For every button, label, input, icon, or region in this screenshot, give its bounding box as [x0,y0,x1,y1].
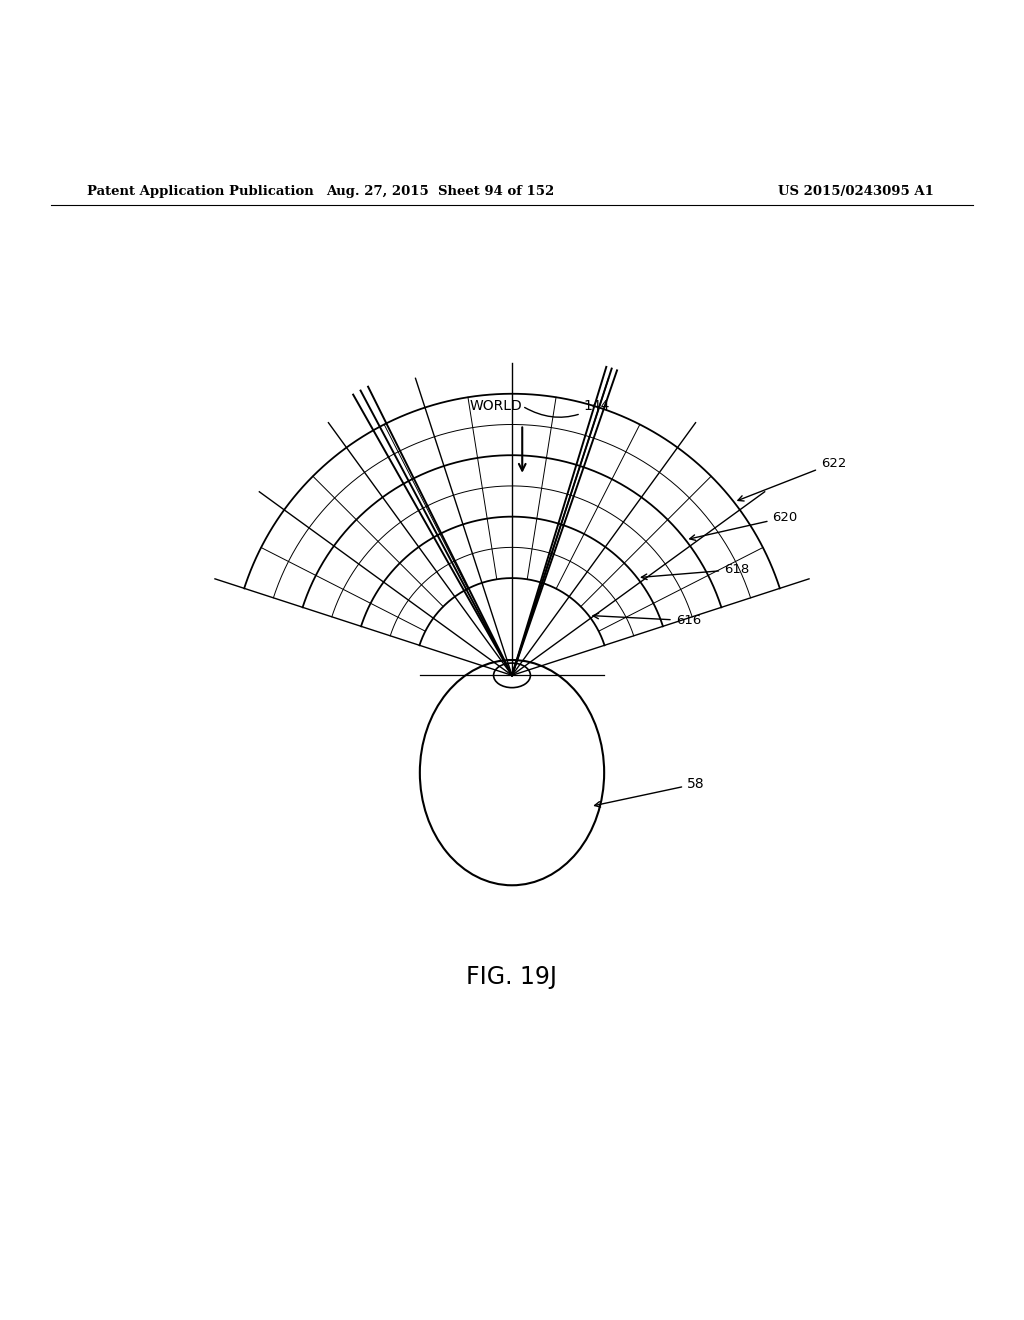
Text: 616: 616 [593,614,701,627]
Text: 620: 620 [690,511,798,540]
Text: FIG. 19J: FIG. 19J [467,965,557,990]
Text: Aug. 27, 2015  Sheet 94 of 152: Aug. 27, 2015 Sheet 94 of 152 [327,185,554,198]
Text: WORLD: WORLD [469,399,522,413]
Text: 622: 622 [738,457,846,502]
Text: 144: 144 [524,399,610,417]
Text: 58: 58 [595,777,705,807]
Text: 618: 618 [641,562,750,579]
Text: US 2015/0243095 A1: US 2015/0243095 A1 [778,185,934,198]
Text: Patent Application Publication: Patent Application Publication [87,185,313,198]
